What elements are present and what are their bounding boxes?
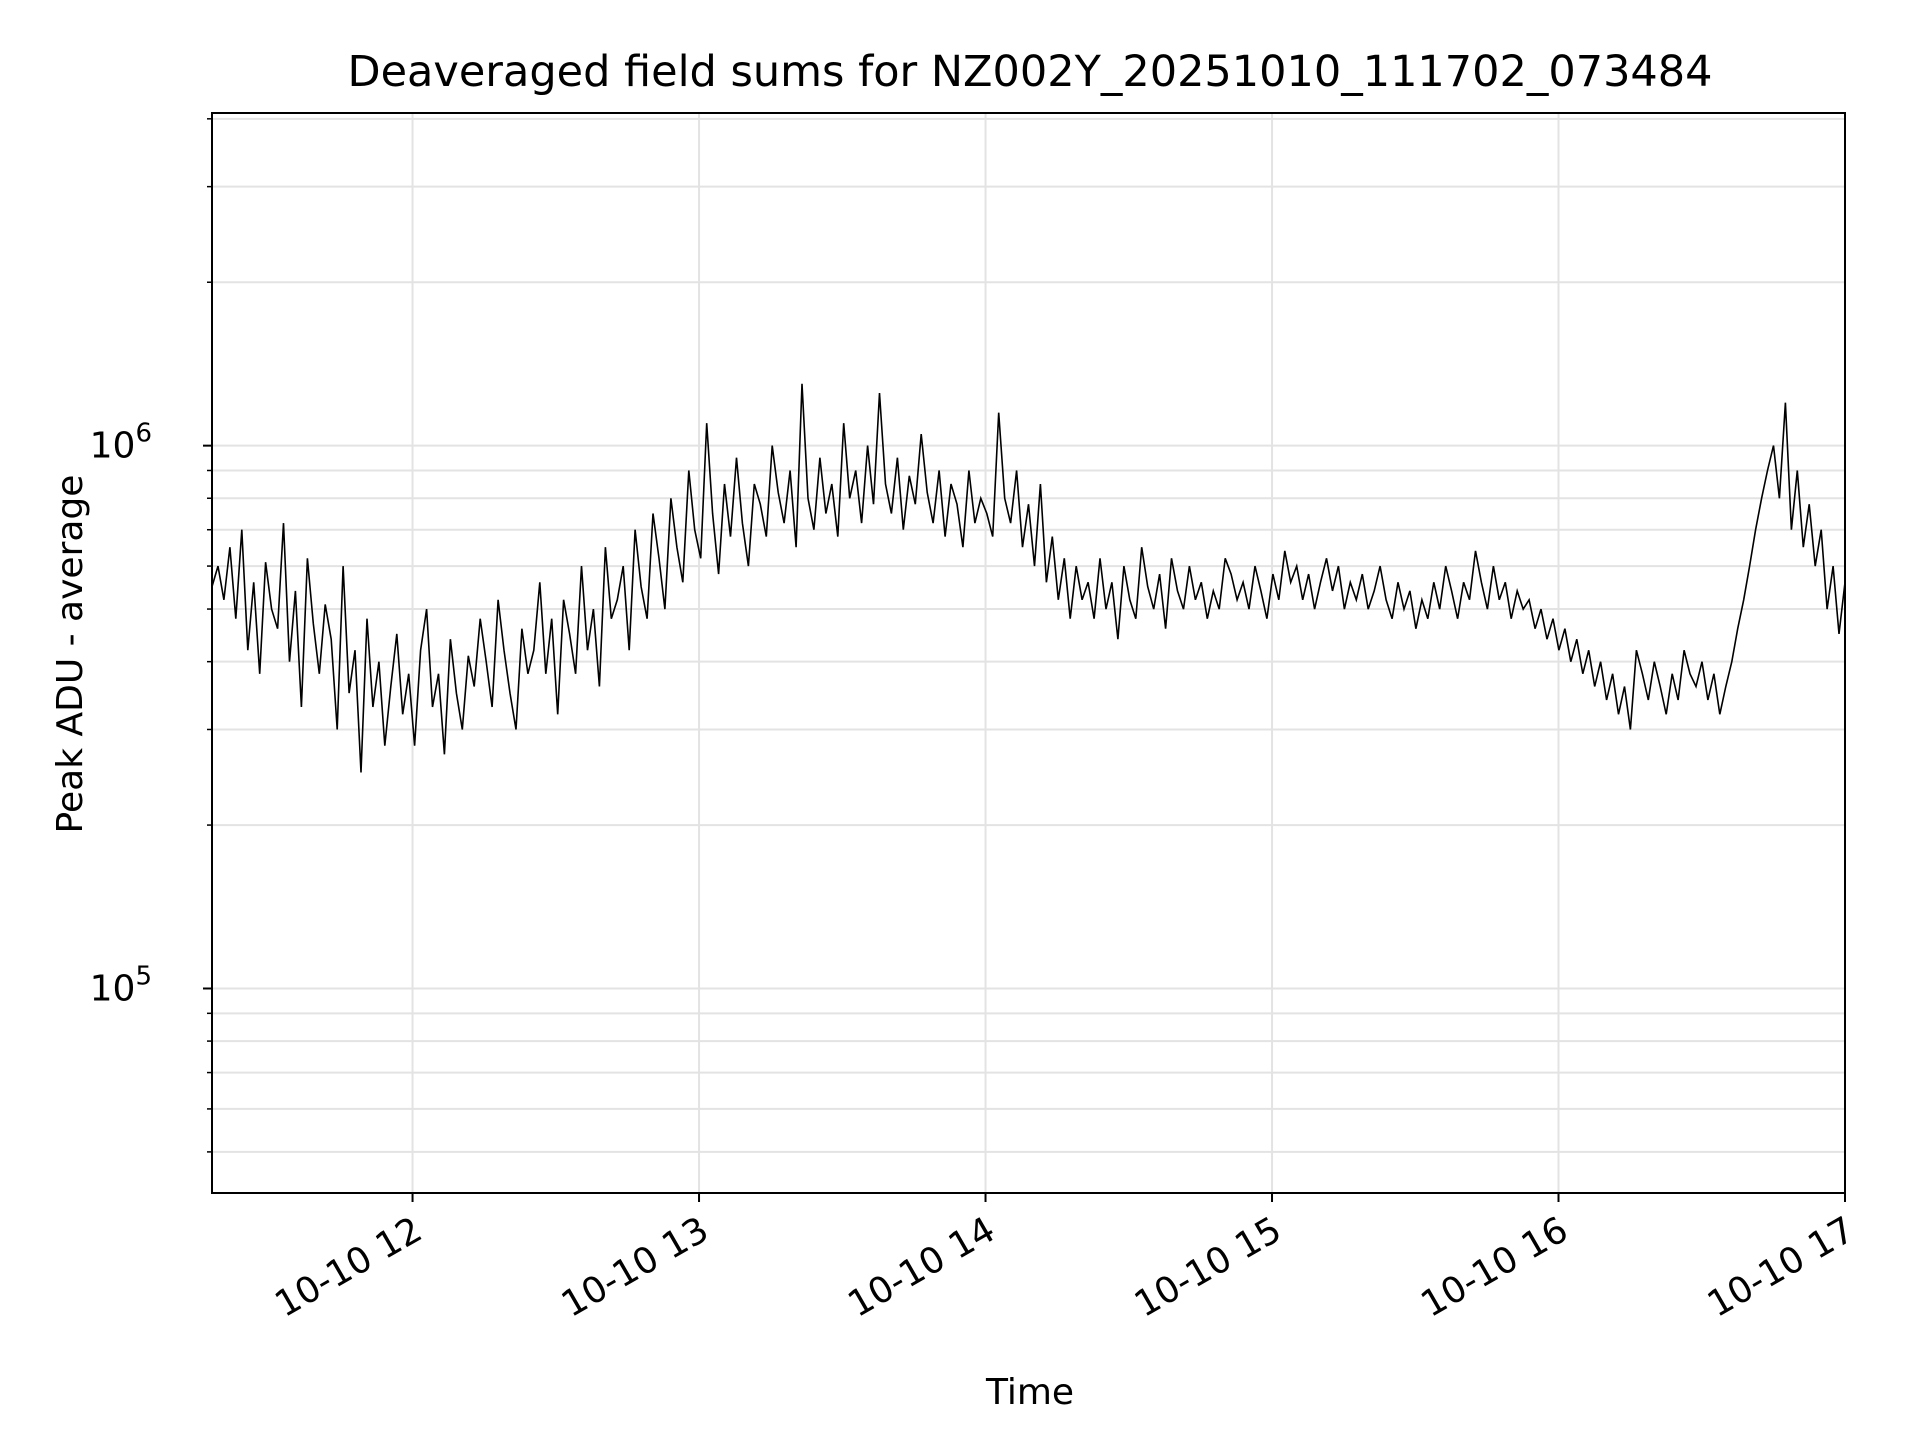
chart-title: Deaveraged field sums for NZ002Y_2025101… xyxy=(347,47,1712,97)
y-axis-label: Peak ADU - average xyxy=(50,475,91,834)
plot-frame xyxy=(211,112,1846,1194)
x-axis-label: Time xyxy=(985,1372,1074,1413)
y-tick-label: 106 xyxy=(90,419,152,467)
y-tick-label: 105 xyxy=(90,961,152,1009)
series-line xyxy=(211,383,1846,773)
grid-layer xyxy=(212,113,1846,1193)
data-layer xyxy=(211,383,1846,773)
